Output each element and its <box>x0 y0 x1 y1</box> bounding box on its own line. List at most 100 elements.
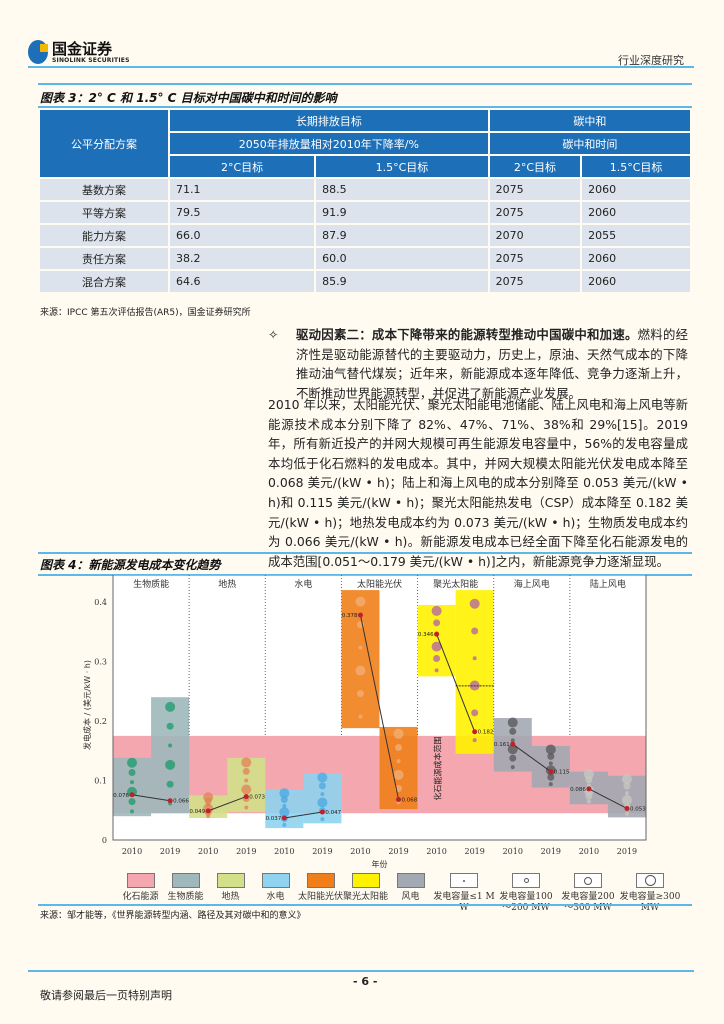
capacity-bubble <box>317 772 328 783</box>
avg-label: 0.076 <box>113 793 129 799</box>
scheme-name: 平等方案 <box>38 200 170 225</box>
legend-swatch <box>396 873 425 888</box>
group-label: 陆上风电 <box>590 578 626 590</box>
divider <box>38 83 692 85</box>
capacity-bubble <box>127 757 138 768</box>
header-target: 1.5°C目标 <box>580 154 692 179</box>
capacity-circle-icon <box>636 873 664 888</box>
capacity-bubble <box>434 668 439 673</box>
divider <box>38 552 692 554</box>
legend-swatch <box>126 873 155 888</box>
cell-value: 71.1 <box>167 177 317 202</box>
capacity-bubble <box>509 727 517 735</box>
capacity-bubble <box>624 791 629 796</box>
x-tick-label: 2019 <box>464 847 484 856</box>
cell-value: 91.9 <box>314 200 490 225</box>
cell-value: 2070 <box>487 223 583 248</box>
group-label: 水电 <box>294 578 312 590</box>
x-tick-label: 2010 <box>350 847 370 856</box>
capacity-bubble <box>472 656 477 661</box>
table-row: 基数方案 71.1 88.5 2075 2060 <box>38 177 692 202</box>
x-tick-label: 2010 <box>426 847 446 856</box>
capacity-bubble <box>507 744 518 755</box>
capacity-bubble <box>431 641 442 652</box>
figure-caption: 图表 4：新能源发电成本变化趋势 <box>40 558 221 572</box>
table-caption: 图表 3：2° C 和 1.5° C 目标对中国碳中和时间的影响 <box>40 91 337 105</box>
bullet-rest: 燃料的经济性是驱动能源替代的主要驱动力，历史上，原油、天然气成本的下降推动油气替… <box>296 327 689 401</box>
logo-mark-icon <box>28 40 48 64</box>
capacity-bubble <box>166 722 174 730</box>
table-source: 来源：IPCC 第五次评估报告(AR5)，国金证券研究所 <box>40 308 251 318</box>
scheme-name: 能力方案 <box>38 223 170 248</box>
capacity-bubble <box>395 743 403 751</box>
page-number: - 6 - <box>353 975 378 988</box>
capacity-bubble <box>547 752 555 760</box>
avg-trend-line <box>436 633 476 732</box>
capacity-bubble <box>586 783 591 788</box>
avg-point <box>548 769 554 775</box>
avg-point <box>510 741 516 747</box>
y-tick-label: 0.3 <box>94 658 107 667</box>
x-tick-label: 2019 <box>236 847 256 856</box>
table-row: 能力方案 66.0 87.9 2070 2055 <box>38 223 692 248</box>
avg-point <box>205 808 211 814</box>
legend-label: 聚光太阳能 <box>343 892 389 902</box>
y-tick-label: 0 <box>102 836 107 845</box>
disclaimer-note: 敬请参阅最后一页特别声明 <box>40 989 172 1002</box>
legend-label: 化石能源 <box>122 892 159 902</box>
capacity-bubble <box>130 809 135 814</box>
legend-item: 水电 <box>253 873 298 914</box>
legend-label: 地热 <box>221 892 240 902</box>
avg-point <box>319 809 325 815</box>
header-group2: 碳中和 <box>487 108 693 133</box>
y-tick-label: 0.4 <box>94 598 107 607</box>
company-logo: 国金证券 SINOLINK SECURITIES <box>28 40 130 64</box>
header-target: 2°C目标 <box>167 154 317 179</box>
legend-item: 地热 <box>208 873 253 914</box>
x-tick-label: 2019 <box>388 847 408 856</box>
x-tick-label: 2019 <box>312 847 332 856</box>
capacity-bubble <box>583 769 594 780</box>
x-tick-label: 2010 <box>579 847 599 856</box>
section-label: 行业深度研究 <box>618 54 684 67</box>
fossil-range-label: 化石能源成本范围 <box>433 737 443 801</box>
legend-label: 发电容量200～300 MW <box>561 892 615 913</box>
header-target: 1.5°C目标 <box>314 154 490 179</box>
avg-point <box>396 797 402 803</box>
cost-range-bar <box>341 590 380 729</box>
avg-label: 0.378 <box>342 613 358 619</box>
capacity-bubble <box>548 782 553 787</box>
avg-label: 0.053 <box>630 806 646 812</box>
x-tick-label: 2010 <box>122 847 142 856</box>
capacity-bubble <box>168 743 173 748</box>
capacity-bubble <box>244 805 249 810</box>
cell-value: 87.9 <box>314 223 490 248</box>
chart-legend: 化石能源 生物质能 地热 水电 太阳能光伏 聚光太阳能 风电 发电容量≤1 MW 发电容量100… <box>118 873 688 914</box>
cell-value: 2075 <box>487 200 583 225</box>
capacity-bubble <box>623 782 631 790</box>
avg-point <box>129 792 135 798</box>
header-group1: 长期排放目标 <box>168 108 490 133</box>
capacity-bubble <box>320 817 325 822</box>
cost-chart: 生物质能 2010 2019 0.076 0.066 地热 2010 2019 0.049 0.0… <box>82 575 647 869</box>
avg-label: 0.037 <box>266 816 282 822</box>
cell-value: 66.0 <box>167 223 317 248</box>
capacity-bubble <box>472 738 477 743</box>
cost-range-bar <box>151 697 190 814</box>
avg-point <box>434 631 440 637</box>
capacity-bubble <box>358 714 363 719</box>
legend-label: 风电 <box>401 892 420 902</box>
avg-point <box>472 729 478 735</box>
body-paragraph: 2010 年以来，太阳能光伏、聚光太阳能电池储能、陆上风电和海上风电等新能源技术… <box>268 397 688 569</box>
legend-swatch <box>171 873 200 888</box>
avg-trend-line <box>512 743 552 772</box>
capacity-bubble <box>469 598 480 609</box>
capacity-bubble <box>586 799 591 804</box>
capacity-bubble <box>130 780 135 785</box>
cost-range-bar <box>455 590 494 754</box>
y-tick-label: 0.1 <box>94 777 107 786</box>
legend-item: 发电容量≤1 MW <box>433 873 495 914</box>
avg-point <box>243 794 249 800</box>
logo-en: SINOLINK SECURITIES <box>52 56 130 64</box>
bullet-icon: ✧ <box>268 327 279 342</box>
